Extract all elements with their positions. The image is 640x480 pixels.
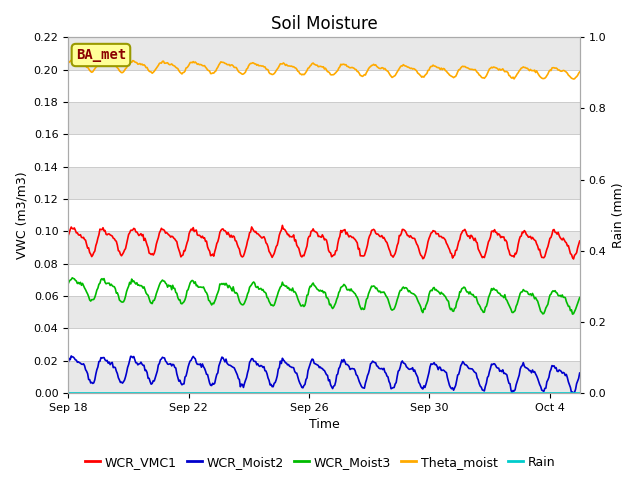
- Bar: [68, 231, 580, 264]
- Text: BA_met: BA_met: [76, 48, 126, 62]
- Y-axis label: VWC (m3/m3): VWC (m3/m3): [15, 171, 28, 259]
- Legend: WCR_VMC1, WCR_Moist2, WCR_Moist3, Theta_moist, Rain: WCR_VMC1, WCR_Moist2, WCR_Moist3, Theta_…: [79, 451, 561, 474]
- Bar: [68, 296, 580, 328]
- Y-axis label: Rain (mm): Rain (mm): [612, 182, 625, 248]
- Bar: [68, 37, 580, 70]
- X-axis label: Time: Time: [308, 419, 339, 432]
- Bar: [68, 167, 580, 199]
- Title: Soil Moisture: Soil Moisture: [271, 15, 378, 33]
- Bar: [68, 102, 580, 134]
- Bar: [68, 361, 580, 393]
